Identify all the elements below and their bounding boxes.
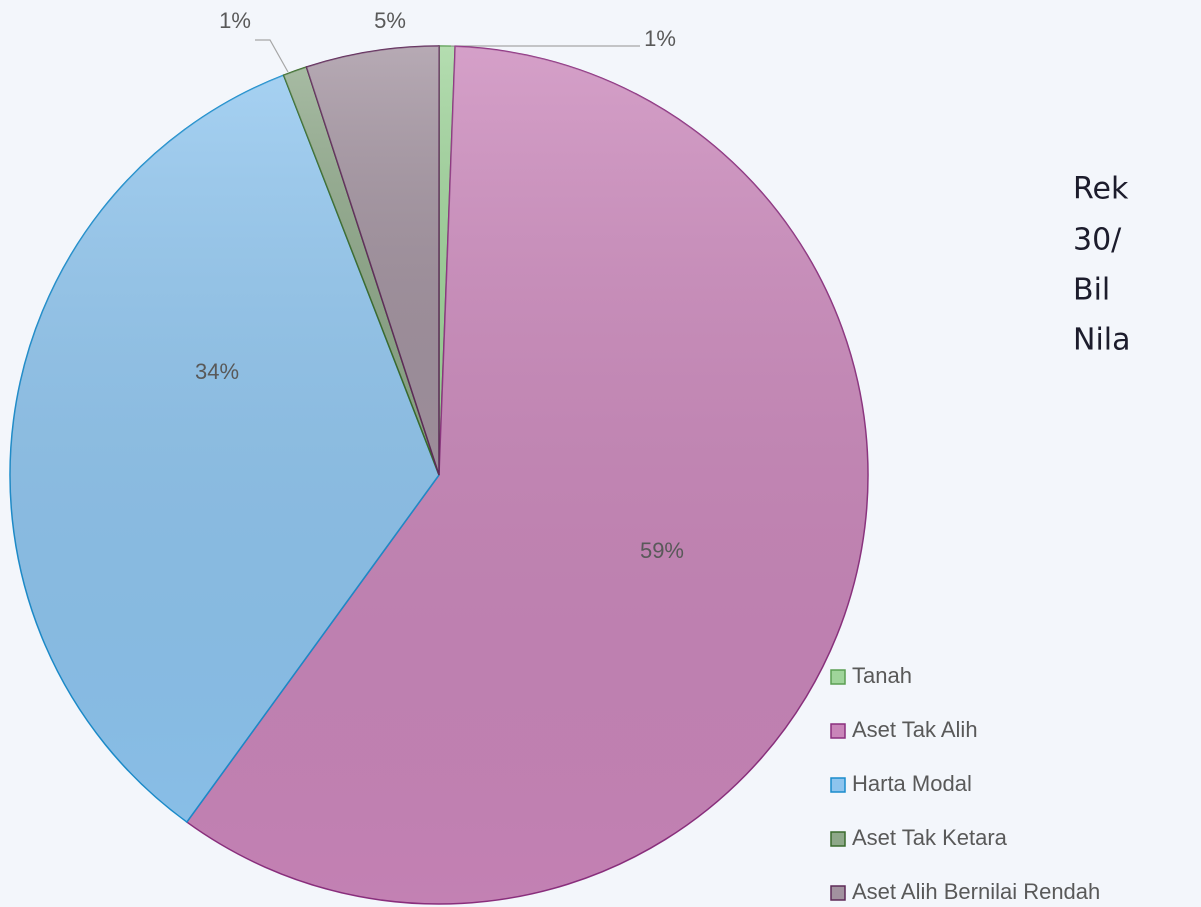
slice-shade [9,75,439,823]
legend-label: Tanah [852,663,912,688]
data-label: 1% [644,26,676,51]
legend-swatch [830,831,846,847]
legend-swatch [830,777,846,793]
side-text: Rek [1073,172,1129,207]
side-text: Bil [1073,273,1110,308]
leader-line [255,39,289,73]
legend-label: Aset Tak Alih [852,717,978,742]
slice-shade [186,46,868,905]
side-text: 30/ [1073,223,1122,258]
side-text: Nila [1073,323,1131,358]
data-label: 1% [219,8,251,33]
legend-swatch [830,723,846,739]
data-label: 5% [374,8,406,33]
slice-shade [283,66,439,475]
legend-label: Aset Tak Ketara [852,825,1008,850]
slice-shade [306,46,439,475]
data-label: 59% [640,538,684,563]
legend-swatch [830,669,846,685]
data-label: 34% [195,359,239,384]
legend-label: Aset Alih Bernilai Rendah [852,879,1100,904]
legend-swatch [830,885,846,901]
legend-label: Harta Modal [852,771,972,796]
